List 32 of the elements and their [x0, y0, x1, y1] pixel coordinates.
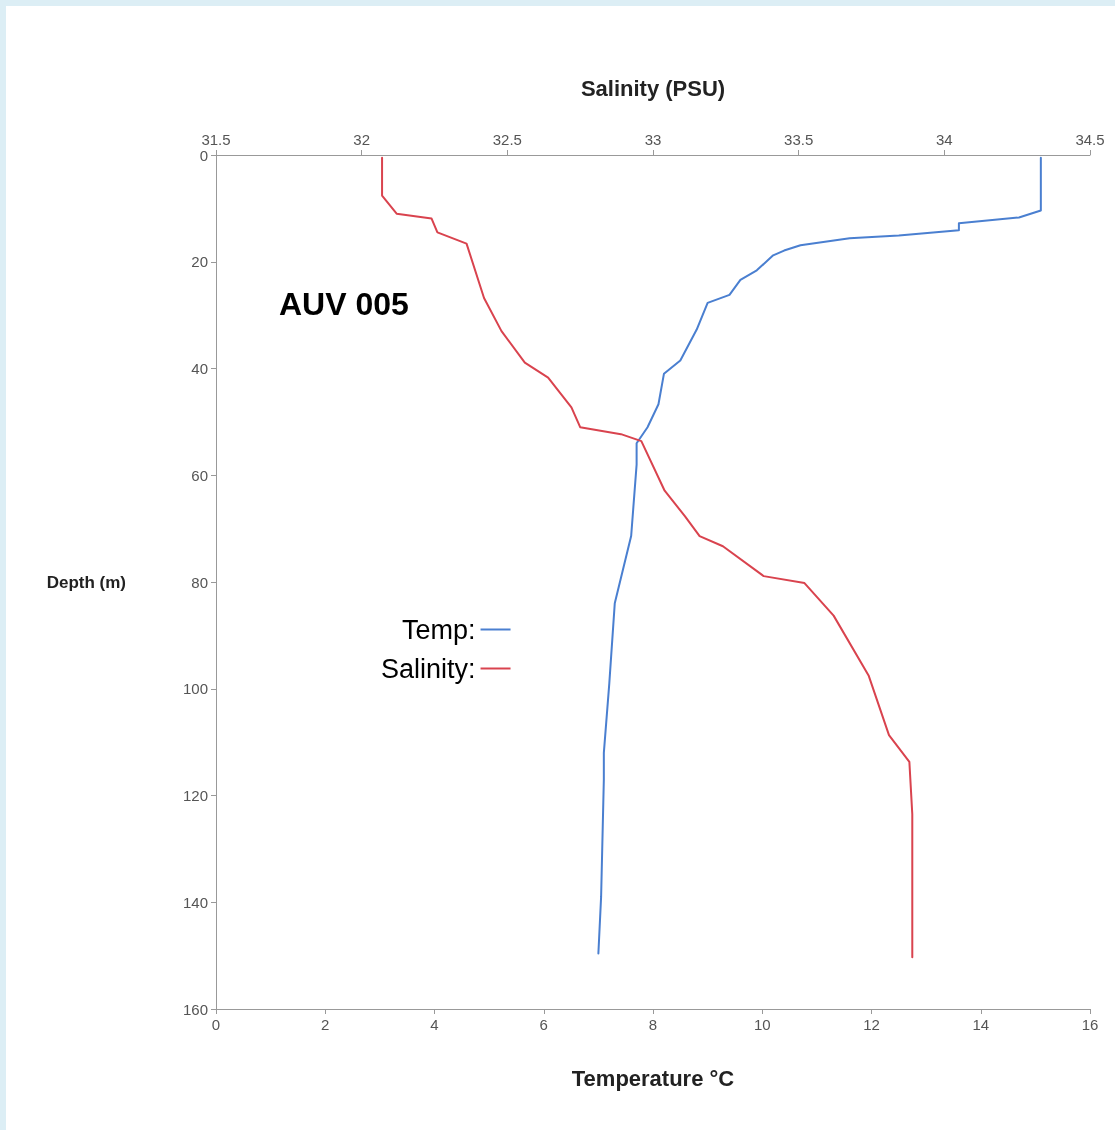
x-tick-label: 6	[539, 1016, 548, 1033]
x-tick-label: 12	[863, 1016, 880, 1033]
line-series	[597, 156, 1042, 955]
y-tick-label: 60	[191, 466, 208, 484]
y-tick-label: 140	[182, 893, 208, 911]
y-tick-label: 0	[199, 146, 208, 164]
x2-tick-label: 34	[935, 131, 953, 148]
x-tick-label: 0	[211, 1016, 221, 1033]
x-axis-title: Temperature °C	[571, 1065, 735, 1091]
y-tick-label: 100	[182, 680, 208, 698]
y-tick-label: 20	[191, 253, 208, 271]
x-tick-label: 8	[648, 1016, 658, 1033]
x2-axis-title: Salinity (PSU)	[580, 75, 726, 101]
x2-tick-label: 32.5	[492, 131, 522, 148]
x-tick-label: 14	[972, 1016, 990, 1033]
x2-tick-label: 32	[353, 131, 371, 148]
y-tick-label: 160	[182, 1000, 208, 1018]
x-tick-label: 10	[753, 1016, 771, 1033]
x-tick-label: 16	[1081, 1016, 1099, 1033]
x-tick-label: 2	[321, 1016, 330, 1033]
y-tick-label: 40	[191, 360, 208, 377]
x2-tick-label: 33	[644, 131, 662, 148]
y-tick-label: 120	[182, 787, 208, 804]
x2-tick-label: 34.5	[1075, 131, 1105, 148]
legend-label: Temp:	[402, 614, 476, 645]
annotation: AUV 005	[279, 286, 409, 322]
x2-tick-label: 31.5	[201, 131, 231, 148]
legend-label: Salinity:	[380, 653, 476, 684]
x-tick-label: 4	[430, 1016, 439, 1033]
x2-tick-label: 33.5	[784, 131, 814, 148]
y-axis-title: Depth (m)	[46, 572, 126, 592]
y-tick-label: 80	[191, 573, 208, 591]
